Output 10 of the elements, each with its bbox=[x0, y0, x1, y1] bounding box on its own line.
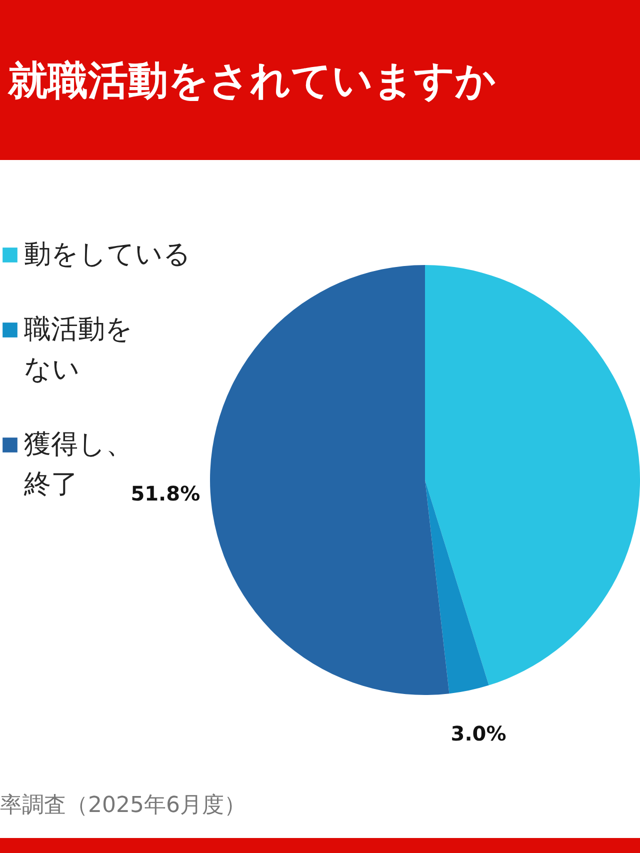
legend-label: 動をしている bbox=[24, 239, 191, 270]
data-label: 51.8% bbox=[130, 482, 200, 506]
pie-slice bbox=[425, 265, 640, 686]
text: 率調査（2025年6月度） bbox=[0, 793, 246, 818]
pie-slice bbox=[210, 265, 450, 695]
legend-label: 獲得し、終了 bbox=[23, 429, 133, 500]
data-label: 3.0% bbox=[450, 721, 506, 746]
chart-title: 就職活動をされていますか bbox=[7, 58, 496, 104]
pie-slice bbox=[425, 480, 489, 694]
legend-label: 職活動をない bbox=[24, 314, 133, 385]
